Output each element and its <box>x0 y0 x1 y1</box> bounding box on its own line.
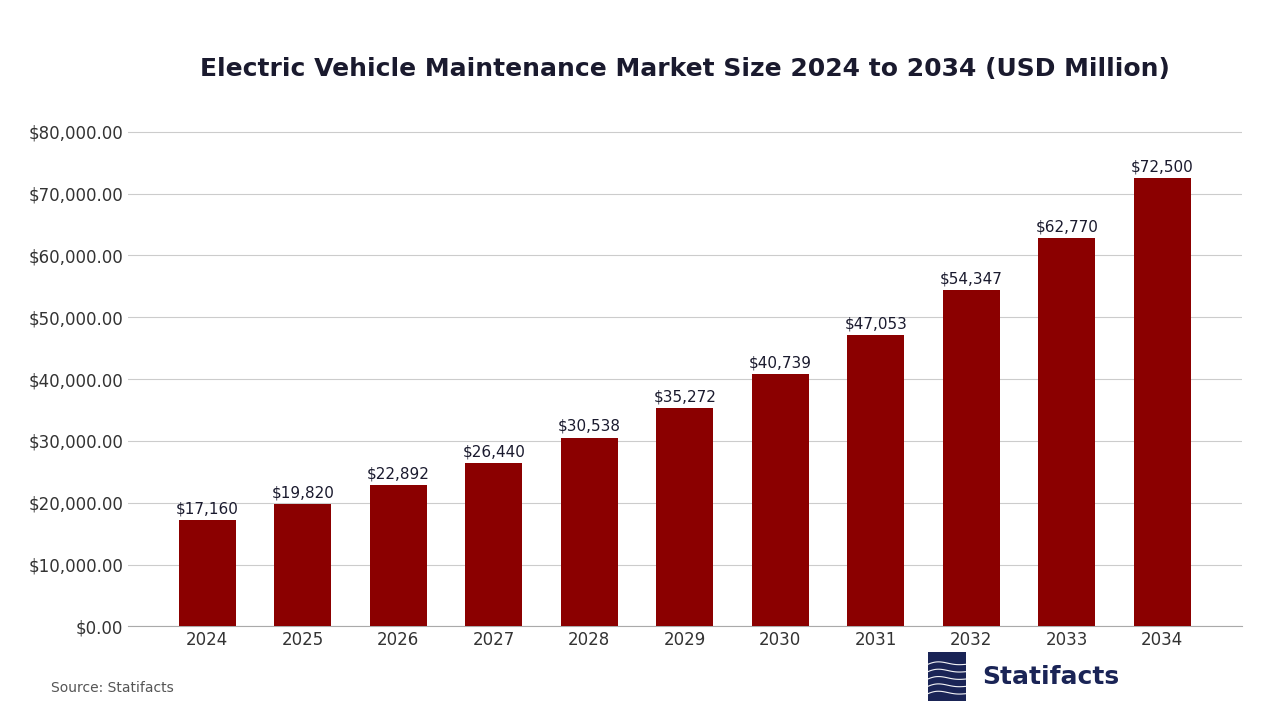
Bar <box>657 408 713 626</box>
Bar <box>370 485 428 626</box>
Text: $40,739: $40,739 <box>749 356 812 371</box>
Bar <box>942 290 1000 626</box>
Text: $47,053: $47,053 <box>845 317 908 332</box>
Bar <box>751 374 809 626</box>
FancyBboxPatch shape <box>928 652 966 701</box>
Bar <box>465 463 522 626</box>
Title: Electric Vehicle Maintenance Market Size 2024 to 2034 (USD Million): Electric Vehicle Maintenance Market Size… <box>200 57 1170 81</box>
Bar <box>561 438 618 626</box>
Text: Source: Statifacts: Source: Statifacts <box>51 680 174 695</box>
Text: $54,347: $54,347 <box>940 271 1002 287</box>
Text: $62,770: $62,770 <box>1036 220 1098 235</box>
Text: $19,820: $19,820 <box>271 485 334 500</box>
Text: $22,892: $22,892 <box>367 466 430 481</box>
Bar <box>274 504 332 626</box>
Text: $17,160: $17,160 <box>175 502 238 516</box>
Bar <box>1038 238 1096 626</box>
Text: $26,440: $26,440 <box>462 444 525 459</box>
Text: Statifacts: Statifacts <box>983 665 1120 688</box>
Bar <box>847 336 905 626</box>
Text: $72,500: $72,500 <box>1132 159 1194 174</box>
Bar <box>1134 178 1190 626</box>
Text: $30,538: $30,538 <box>558 419 621 434</box>
Bar <box>179 521 236 626</box>
Text: $35,272: $35,272 <box>653 390 717 405</box>
